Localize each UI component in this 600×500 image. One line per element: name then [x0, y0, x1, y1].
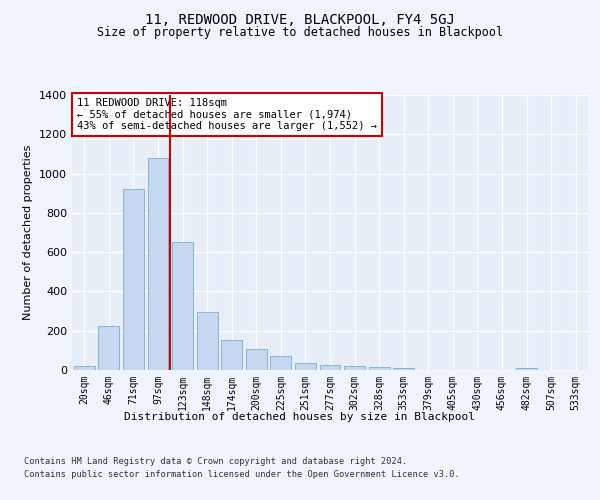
- Bar: [74, 366, 95, 370]
- Bar: [221, 340, 242, 370]
- Text: Contains HM Land Registry data © Crown copyright and database right 2024.: Contains HM Land Registry data © Crown c…: [24, 458, 407, 466]
- Text: Contains public sector information licensed under the Open Government Licence v3: Contains public sector information licen…: [24, 470, 460, 479]
- Bar: [344, 366, 365, 370]
- Bar: [172, 242, 193, 370]
- Bar: [246, 350, 267, 370]
- Bar: [320, 365, 340, 370]
- Bar: [393, 368, 414, 370]
- Bar: [123, 190, 144, 370]
- Bar: [197, 312, 218, 370]
- Bar: [148, 158, 169, 370]
- Text: Size of property relative to detached houses in Blackpool: Size of property relative to detached ho…: [97, 26, 503, 39]
- Bar: [368, 367, 389, 370]
- Text: Distribution of detached houses by size in Blackpool: Distribution of detached houses by size …: [125, 412, 476, 422]
- Bar: [516, 368, 537, 370]
- Bar: [98, 326, 119, 370]
- Y-axis label: Number of detached properties: Number of detached properties: [23, 145, 34, 320]
- Bar: [295, 363, 316, 370]
- Text: 11, REDWOOD DRIVE, BLACKPOOL, FY4 5GJ: 11, REDWOOD DRIVE, BLACKPOOL, FY4 5GJ: [145, 12, 455, 26]
- Text: 11 REDWOOD DRIVE: 118sqm
← 55% of detached houses are smaller (1,974)
43% of sem: 11 REDWOOD DRIVE: 118sqm ← 55% of detach…: [77, 98, 377, 131]
- Bar: [271, 356, 292, 370]
